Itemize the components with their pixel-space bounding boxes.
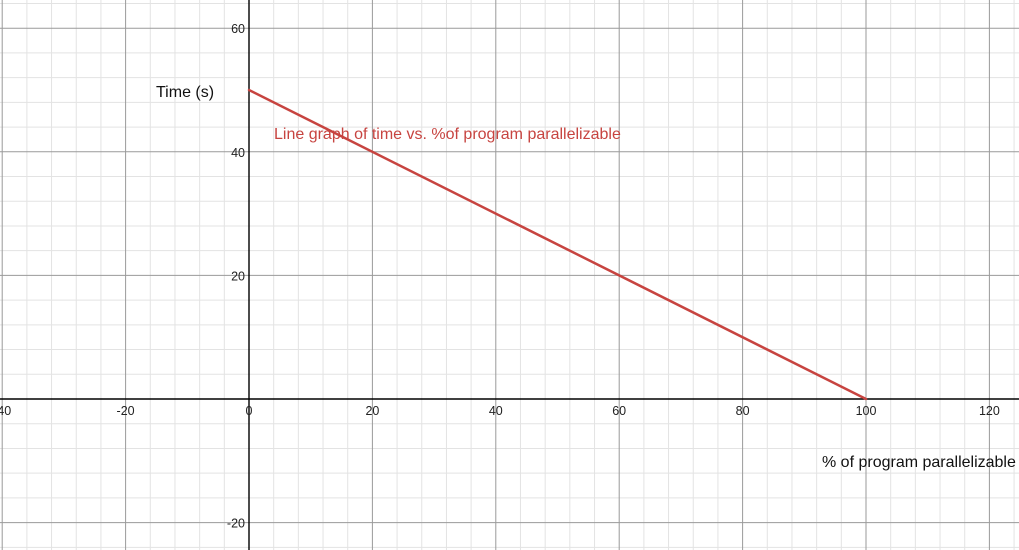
- x-tick-label: 20: [365, 404, 379, 418]
- y-tick-label: 40: [231, 146, 245, 160]
- y-tick-label: 20: [231, 269, 245, 283]
- series-layer: [247, 88, 868, 401]
- tick-labels: -40 -20 0 20 40 60 80 100 120 -20 20 40 60: [0, 22, 1000, 530]
- x-tick-label: 60: [612, 404, 626, 418]
- x-tick-label: 0: [246, 404, 253, 418]
- series-line: [247, 88, 868, 401]
- y-tick-label: 60: [231, 22, 245, 36]
- y-axis-label: Time (s): [156, 84, 214, 101]
- chart-annotation: Line graph of time vs. %of program paral…: [274, 126, 621, 143]
- x-tick-label: -20: [117, 404, 135, 418]
- y-tick-label: -20: [227, 517, 245, 531]
- x-tick-label: 100: [856, 404, 877, 418]
- x-tick-label: 40: [489, 404, 503, 418]
- x-tick-label: 80: [736, 404, 750, 418]
- x-tick-label: 120: [979, 404, 1000, 418]
- x-axis-label: % of program parallelizable: [822, 454, 1016, 471]
- x-tick-label: -40: [0, 404, 11, 418]
